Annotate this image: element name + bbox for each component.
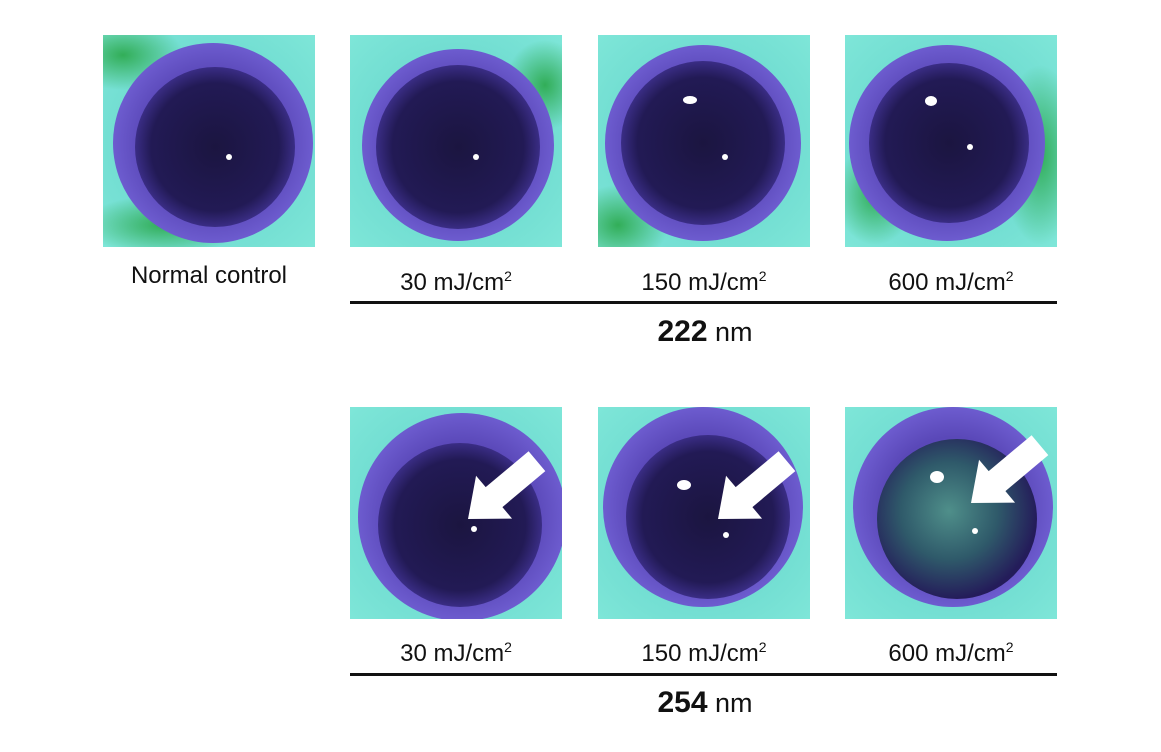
dose-label-254-150: 150 mJ/cm2 xyxy=(641,639,767,667)
eye-photo-254nm-150 xyxy=(598,407,810,619)
group-divider-222 xyxy=(350,301,1057,304)
dose-label-222-150: 150 mJ/cm2 xyxy=(641,268,767,296)
wavelength-label-254: 254 nm xyxy=(657,686,753,719)
label-normal-control: Normal control xyxy=(130,262,288,289)
dose-label-222-30: 30 mJ/cm2 xyxy=(400,268,512,296)
eye-photo-normal-control xyxy=(103,35,315,247)
dose-label-222-600: 600 mJ/cm2 xyxy=(888,268,1014,296)
arrow-icon xyxy=(468,451,546,519)
dose-label-254-600: 600 mJ/cm2 xyxy=(888,639,1014,667)
eye-photo-222nm-150 xyxy=(598,35,810,247)
eye-photo-254nm-600 xyxy=(845,407,1057,619)
group-divider-254 xyxy=(350,673,1057,676)
wavelength-label-222: 222 nm xyxy=(657,315,753,348)
eye-photo-222nm-30 xyxy=(350,35,562,247)
dose-label-254-30: 30 mJ/cm2 xyxy=(400,639,512,667)
eye-photo-222nm-600 xyxy=(845,35,1057,247)
eye-photo-254nm-30 xyxy=(350,407,562,619)
arrow-icon xyxy=(718,451,796,519)
arrow-icon xyxy=(971,435,1049,503)
